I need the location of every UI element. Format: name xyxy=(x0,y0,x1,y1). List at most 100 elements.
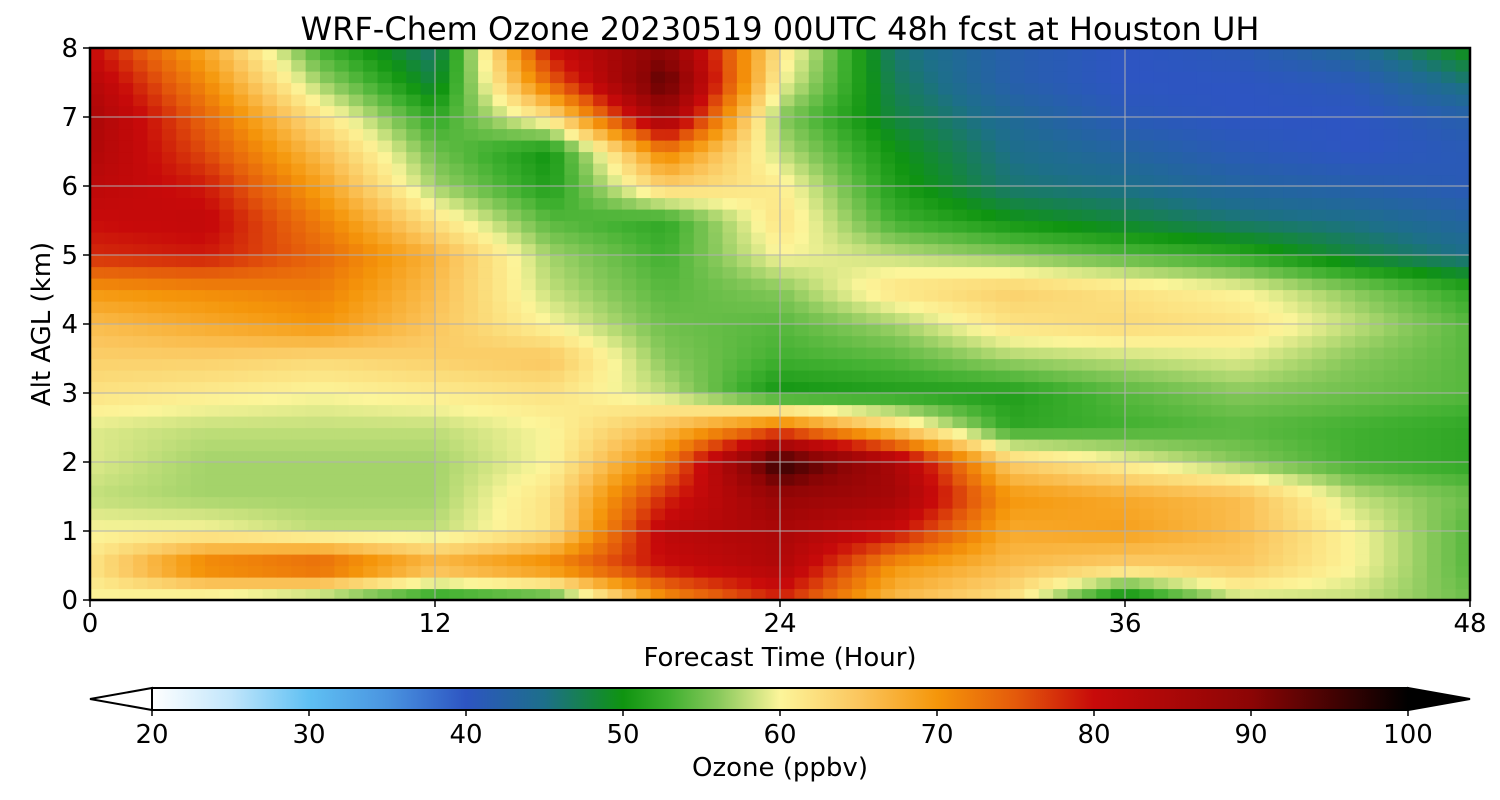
heat-cell xyxy=(291,105,307,118)
heat-cell xyxy=(348,163,364,176)
heat-cell xyxy=(1254,312,1270,325)
heat-cell xyxy=(722,519,738,532)
heat-cell xyxy=(535,370,551,383)
heat-cell xyxy=(708,278,724,291)
heat-cell xyxy=(981,94,997,107)
heat-cell xyxy=(305,347,321,360)
heat-cell xyxy=(1355,381,1370,394)
heat-cell xyxy=(118,508,134,521)
heat-cell xyxy=(1182,232,1198,245)
heat-cell xyxy=(981,531,997,544)
heat-cell xyxy=(1254,278,1270,291)
heat-cell xyxy=(736,59,752,72)
heat-cell xyxy=(780,163,795,176)
heat-cell xyxy=(966,94,982,107)
heat-cell xyxy=(621,485,637,498)
heat-cell xyxy=(190,554,206,567)
heat-cell xyxy=(794,255,810,268)
heat-cell xyxy=(995,266,1011,279)
heat-cell xyxy=(578,531,594,544)
heat-cell xyxy=(205,186,220,199)
heat-cell xyxy=(305,473,321,486)
heat-cell xyxy=(780,174,795,187)
heat-cell xyxy=(334,82,350,95)
heat-cell xyxy=(923,82,939,95)
heat-cell xyxy=(837,266,853,279)
heat-cell xyxy=(851,404,867,417)
heat-cell xyxy=(693,496,709,509)
heat-cell xyxy=(391,266,407,279)
heat-cell xyxy=(305,220,321,233)
heat-cell xyxy=(205,117,220,130)
heat-cell xyxy=(665,335,680,348)
heat-cell xyxy=(463,243,479,256)
heat-cell xyxy=(693,450,709,463)
heat-cell xyxy=(291,485,307,498)
heat-cell xyxy=(909,301,925,314)
heat-cell xyxy=(866,416,882,429)
heat-cell xyxy=(679,496,695,509)
heat-cell xyxy=(1139,393,1155,406)
heat-cell xyxy=(650,117,666,130)
heat-cell xyxy=(866,301,882,314)
heat-cell xyxy=(506,462,522,475)
heat-cell xyxy=(1441,301,1457,314)
heat-cell xyxy=(780,220,795,233)
heat-cell xyxy=(1067,393,1083,406)
heat-cell xyxy=(722,427,738,440)
heat-cell xyxy=(1168,370,1184,383)
heat-cell xyxy=(161,358,177,371)
heat-cell xyxy=(636,151,652,164)
heat-cell xyxy=(176,94,192,107)
heat-cell xyxy=(679,542,695,555)
heat-cell xyxy=(880,404,896,417)
heat-cell xyxy=(1139,105,1155,118)
heat-cell xyxy=(607,358,623,371)
heat-cell xyxy=(406,393,422,406)
heat-cell xyxy=(1268,312,1284,325)
heat-cell xyxy=(1211,174,1227,187)
heat-cell xyxy=(449,82,465,95)
heat-cell xyxy=(406,519,422,532)
heat-cell xyxy=(435,105,450,118)
heat-cell xyxy=(205,531,220,544)
heat-cell xyxy=(1196,94,1212,107)
heat-cell xyxy=(1038,174,1054,187)
heat-cell xyxy=(1311,450,1327,463)
heat-cell xyxy=(205,255,220,268)
heat-cell xyxy=(291,542,307,555)
heat-cell xyxy=(334,485,350,498)
heat-cell xyxy=(147,140,163,153)
heat-cell xyxy=(1326,94,1342,107)
heat-cell xyxy=(1369,358,1385,371)
heat-cell xyxy=(1153,266,1169,279)
heat-cell xyxy=(736,531,752,544)
heat-cell xyxy=(521,71,537,84)
heat-cell xyxy=(334,163,350,176)
heat-cell xyxy=(1168,94,1184,107)
heat-cell xyxy=(506,117,522,130)
heat-cell xyxy=(1455,508,1471,521)
heat-cell xyxy=(1024,358,1040,371)
heat-cell xyxy=(665,324,680,337)
heat-cell xyxy=(966,554,982,567)
heat-cell xyxy=(161,174,177,187)
heat-cell xyxy=(981,508,997,521)
heat-cell xyxy=(391,82,407,95)
heat-cell xyxy=(521,174,537,187)
heat-cell xyxy=(665,485,680,498)
heat-cell xyxy=(219,496,235,509)
heat-cell xyxy=(808,542,824,555)
heat-cell xyxy=(808,404,824,417)
heat-cell xyxy=(377,197,393,210)
heat-cell xyxy=(593,186,609,199)
heat-cell xyxy=(866,427,882,440)
heat-cell xyxy=(621,473,637,486)
heat-cell xyxy=(736,266,752,279)
heat-cell xyxy=(1441,485,1457,498)
heat-cell xyxy=(262,358,278,371)
heat-cell xyxy=(679,370,695,383)
heat-cell xyxy=(1081,335,1097,348)
heat-cell xyxy=(564,312,580,325)
heat-cell xyxy=(435,531,450,544)
